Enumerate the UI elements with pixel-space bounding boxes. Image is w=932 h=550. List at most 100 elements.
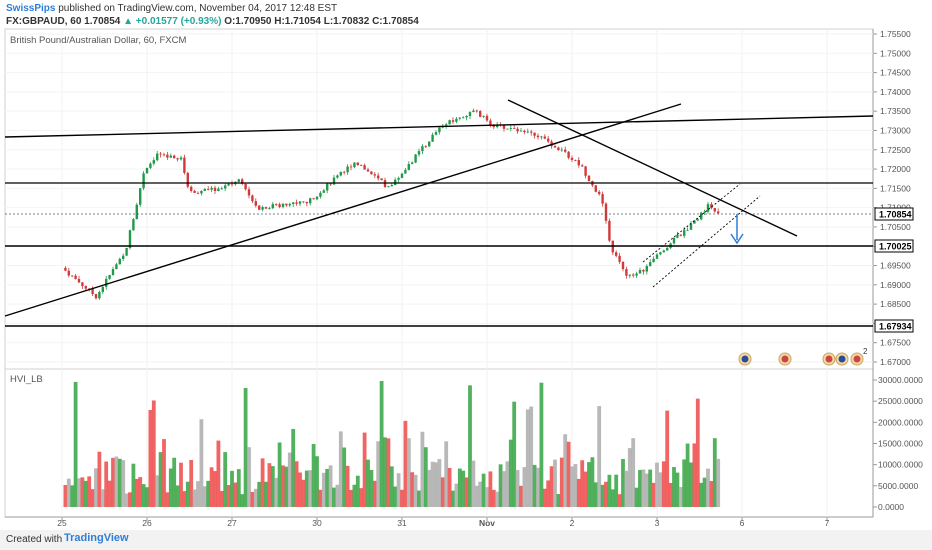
candle-body bbox=[581, 165, 584, 167]
candle-body bbox=[628, 274, 631, 276]
candle-body bbox=[462, 117, 465, 119]
candle-body bbox=[169, 155, 172, 158]
volume-bar bbox=[532, 464, 537, 507]
upper-trendline[interactable] bbox=[4, 115, 874, 138]
candle-body bbox=[200, 190, 203, 194]
volume-bar bbox=[474, 485, 479, 507]
price-tick-label: 1.75000 bbox=[880, 48, 911, 58]
candle-body bbox=[655, 254, 659, 259]
volume-bar bbox=[570, 466, 574, 507]
volume-bar bbox=[94, 468, 98, 507]
candle-body bbox=[659, 252, 662, 255]
volume-bar bbox=[100, 489, 105, 507]
uk-flag-icon[interactable] bbox=[778, 352, 792, 366]
candle-body bbox=[547, 138, 550, 142]
author-name[interactable]: SwissPips bbox=[6, 3, 56, 14]
candle-body bbox=[77, 278, 81, 283]
candle-body bbox=[448, 120, 451, 125]
time-tick-label: 26 bbox=[142, 518, 152, 528]
candle-body bbox=[176, 158, 179, 160]
volume-bar bbox=[641, 469, 646, 507]
time-tick-label: 31 bbox=[397, 518, 407, 528]
volume-bar bbox=[672, 467, 676, 507]
volume-bar bbox=[359, 488, 364, 507]
volume-bar bbox=[294, 461, 299, 507]
volume-bar bbox=[607, 474, 612, 507]
candle-body bbox=[689, 223, 693, 230]
price-tick-label: 1.71500 bbox=[880, 183, 911, 193]
volume-bar bbox=[502, 471, 506, 507]
volume-bar bbox=[274, 477, 279, 507]
candle-body bbox=[438, 127, 441, 133]
price-tick-label: 1.69000 bbox=[880, 280, 911, 290]
candle-body bbox=[264, 207, 268, 209]
volume-bar bbox=[216, 440, 221, 507]
uk-flag-icon[interactable] bbox=[822, 352, 836, 366]
volume-bar bbox=[631, 438, 636, 507]
price-tick-label: 1.68500 bbox=[880, 299, 911, 309]
volume-bar bbox=[202, 486, 207, 507]
volume-bar bbox=[257, 481, 262, 507]
uk-flag-icon[interactable] bbox=[850, 352, 864, 366]
symbol[interactable]: FX:GBPAUD, 60 bbox=[6, 16, 82, 27]
price-pane[interactable] bbox=[4, 28, 874, 370]
channel-upper-line[interactable] bbox=[642, 183, 741, 263]
volume-bar bbox=[682, 459, 687, 507]
candle-body bbox=[649, 262, 652, 267]
volume-bar bbox=[121, 460, 126, 507]
au-flag-icon[interactable] bbox=[835, 352, 849, 366]
volume-bar bbox=[291, 428, 296, 507]
volume-bar bbox=[648, 469, 653, 507]
candle-body bbox=[315, 196, 319, 200]
channel-lower-line[interactable] bbox=[652, 195, 761, 288]
volume-bar bbox=[206, 480, 211, 507]
candle-body bbox=[203, 189, 206, 191]
candle-body bbox=[506, 128, 509, 130]
tradingview-logo[interactable]: TradingView bbox=[64, 532, 129, 544]
candle-body bbox=[244, 183, 247, 190]
candle-body bbox=[363, 165, 366, 170]
price-tick-label: 1.69500 bbox=[880, 261, 911, 271]
rising-trendline[interactable] bbox=[4, 103, 682, 317]
ohlc-values: O:1.70950 H:1.71054 L:1.70832 C:1.70854 bbox=[224, 16, 419, 27]
volume-bar bbox=[461, 470, 466, 507]
candle-body bbox=[400, 173, 404, 178]
volume-bar bbox=[566, 441, 571, 507]
volume-bars bbox=[63, 381, 721, 507]
volume-bar bbox=[440, 477, 445, 507]
candle-body bbox=[196, 192, 200, 194]
volume-bar bbox=[525, 409, 530, 507]
candle-body bbox=[118, 258, 121, 265]
au-flag-icon[interactable] bbox=[738, 352, 752, 366]
volume-bar bbox=[148, 409, 153, 507]
volume-bar bbox=[519, 485, 523, 507]
candle-body bbox=[227, 183, 230, 186]
volume-bar bbox=[298, 472, 302, 507]
candle-body bbox=[683, 230, 686, 236]
candle-body bbox=[339, 171, 342, 176]
volume-bar bbox=[151, 400, 156, 507]
candle-body bbox=[417, 151, 421, 155]
volume-axis-ticks: 30000.0000 25000.0000 20000.0000 15000.0000… bbox=[873, 375, 923, 512]
volume-bar bbox=[335, 484, 340, 507]
volume-bar bbox=[712, 438, 717, 507]
descending-trendline[interactable] bbox=[507, 99, 798, 237]
volume-bar bbox=[141, 484, 146, 507]
candle-body bbox=[530, 131, 533, 133]
candle-body bbox=[135, 204, 138, 220]
volume-bar bbox=[668, 482, 673, 507]
volume-bar bbox=[175, 485, 180, 507]
volume-bar bbox=[423, 447, 428, 507]
volume-bar bbox=[77, 478, 81, 507]
volume-bar bbox=[593, 482, 598, 507]
volume-bar bbox=[393, 486, 398, 507]
volume-bar bbox=[332, 487, 336, 507]
candle-body bbox=[298, 201, 302, 204]
volume-bar bbox=[464, 477, 469, 507]
candle-body bbox=[574, 159, 577, 161]
volume-bar bbox=[87, 476, 92, 507]
volume-bar bbox=[638, 469, 642, 507]
volume-bar bbox=[549, 466, 554, 507]
candle-body bbox=[645, 266, 648, 272]
